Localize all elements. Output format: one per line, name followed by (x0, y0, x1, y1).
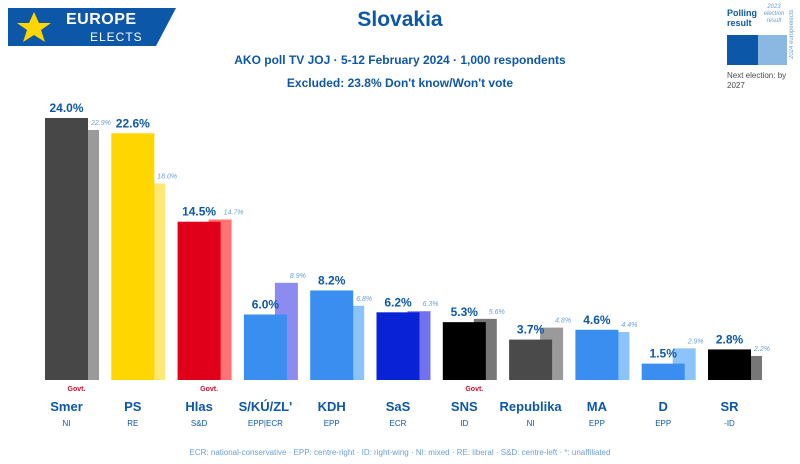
party-group-2: S&D (191, 419, 208, 428)
poll-bar-6 (442, 322, 486, 380)
poll-bar-2 (177, 221, 221, 380)
previous-value-label-9: 2.9% (687, 338, 704, 345)
party-group-5: ECR (390, 419, 407, 428)
party-group-3: EPP|ECR (248, 419, 283, 428)
poll-value-label-5: 6.2% (384, 295, 412, 309)
previous-value-label-10: 2.2% (753, 346, 770, 353)
party-group-4: EPP (324, 419, 340, 428)
party-name-4: KDH (318, 399, 346, 414)
poll-subtitle: AKO poll TV JOJ · 5-12 February 2024 · 1… (234, 53, 566, 67)
party-name-1: PS (124, 399, 142, 414)
govt-label-6: Govt. (465, 386, 483, 393)
brand-line1: EUROPE (66, 11, 137, 28)
poll-value-label-0: 24.0% (49, 101, 83, 115)
party-group-9: EPP (655, 419, 671, 428)
govt-label-2: Govt. (200, 386, 218, 393)
brand-line2: ELECTS (90, 30, 143, 44)
poll-value-label-3: 6.0% (252, 298, 280, 312)
poll-value-label-10: 2.8% (716, 332, 744, 346)
poll-bar-3 (243, 314, 287, 380)
poll-value-label-9: 1.5% (650, 347, 678, 361)
legend-polling-swatch (727, 35, 758, 65)
legend-polling-label: Polling result (727, 8, 757, 28)
party-name-3: S/KÚ/ZL' (239, 399, 293, 414)
poll-value-label-2: 14.5% (182, 205, 216, 219)
party-group-6: ID (460, 419, 468, 428)
page-title: Slovakia (357, 8, 443, 31)
party-name-10: SR (720, 399, 739, 414)
party-group-7: NI (527, 419, 535, 428)
previous-value-label-5: 6.3% (423, 301, 439, 308)
party-name-8: MA (587, 399, 608, 414)
previous-value-label-4: 6.8% (356, 296, 372, 303)
previous-value-label-0: 22.9% (90, 120, 111, 127)
poll-bar-9 (641, 363, 685, 380)
europe-elects-logo: EUROPE ELECTS (8, 8, 176, 46)
poll-bar-4 (310, 290, 354, 380)
party-name-7: Republika (500, 399, 563, 414)
party-name-6: SNS (451, 399, 478, 414)
poll-bar-0 (45, 118, 88, 380)
previous-value-label-8: 4.4% (621, 322, 637, 329)
poll-value-label-7: 3.7% (517, 323, 545, 337)
party-group-0: NI (63, 419, 71, 428)
previous-value-label-2: 14.7% (224, 210, 244, 217)
previous-value-label-7: 4.8% (555, 318, 571, 325)
poll-value-label-6: 5.3% (451, 305, 479, 319)
party-group-10: -ID (724, 419, 735, 428)
star-icon (17, 12, 51, 42)
party-name-9: D (659, 399, 668, 414)
poll-value-label-4: 8.2% (318, 273, 346, 287)
previous-value-label-1: 18.0% (157, 174, 177, 181)
poll-bar-10 (708, 349, 751, 380)
poll-bar-7 (509, 339, 553, 380)
party-group-1: RE (127, 419, 138, 428)
poll-bar-1 (111, 133, 155, 380)
legend-previous-swatch (758, 35, 787, 65)
footer-legend: ECR: national-conservative · EPP: centre… (189, 448, 611, 457)
legend-previous-label: 2023 election result (763, 4, 785, 24)
party-group-8: EPP (589, 419, 605, 428)
excluded-note: Excluded: 23.8% Don't know/Won't vote (286, 76, 514, 90)
party-name-2: Hlas (185, 399, 212, 414)
party-name-0: Smer (50, 399, 83, 414)
poll-value-label-8: 4.6% (583, 313, 611, 327)
previous-value-label-3: 8.9% (290, 273, 306, 280)
party-name-5: SaS (386, 399, 411, 414)
govt-label-0: Govt. (68, 386, 86, 393)
previous-value-label-6: 5.6% (489, 309, 505, 316)
poll-value-label-1: 22.6% (116, 116, 150, 130)
poll-bar-5 (376, 312, 420, 380)
next-election: Next election: by 2027 (727, 71, 787, 90)
logo-banner (8, 8, 176, 46)
poll-bar-8 (575, 329, 619, 380)
